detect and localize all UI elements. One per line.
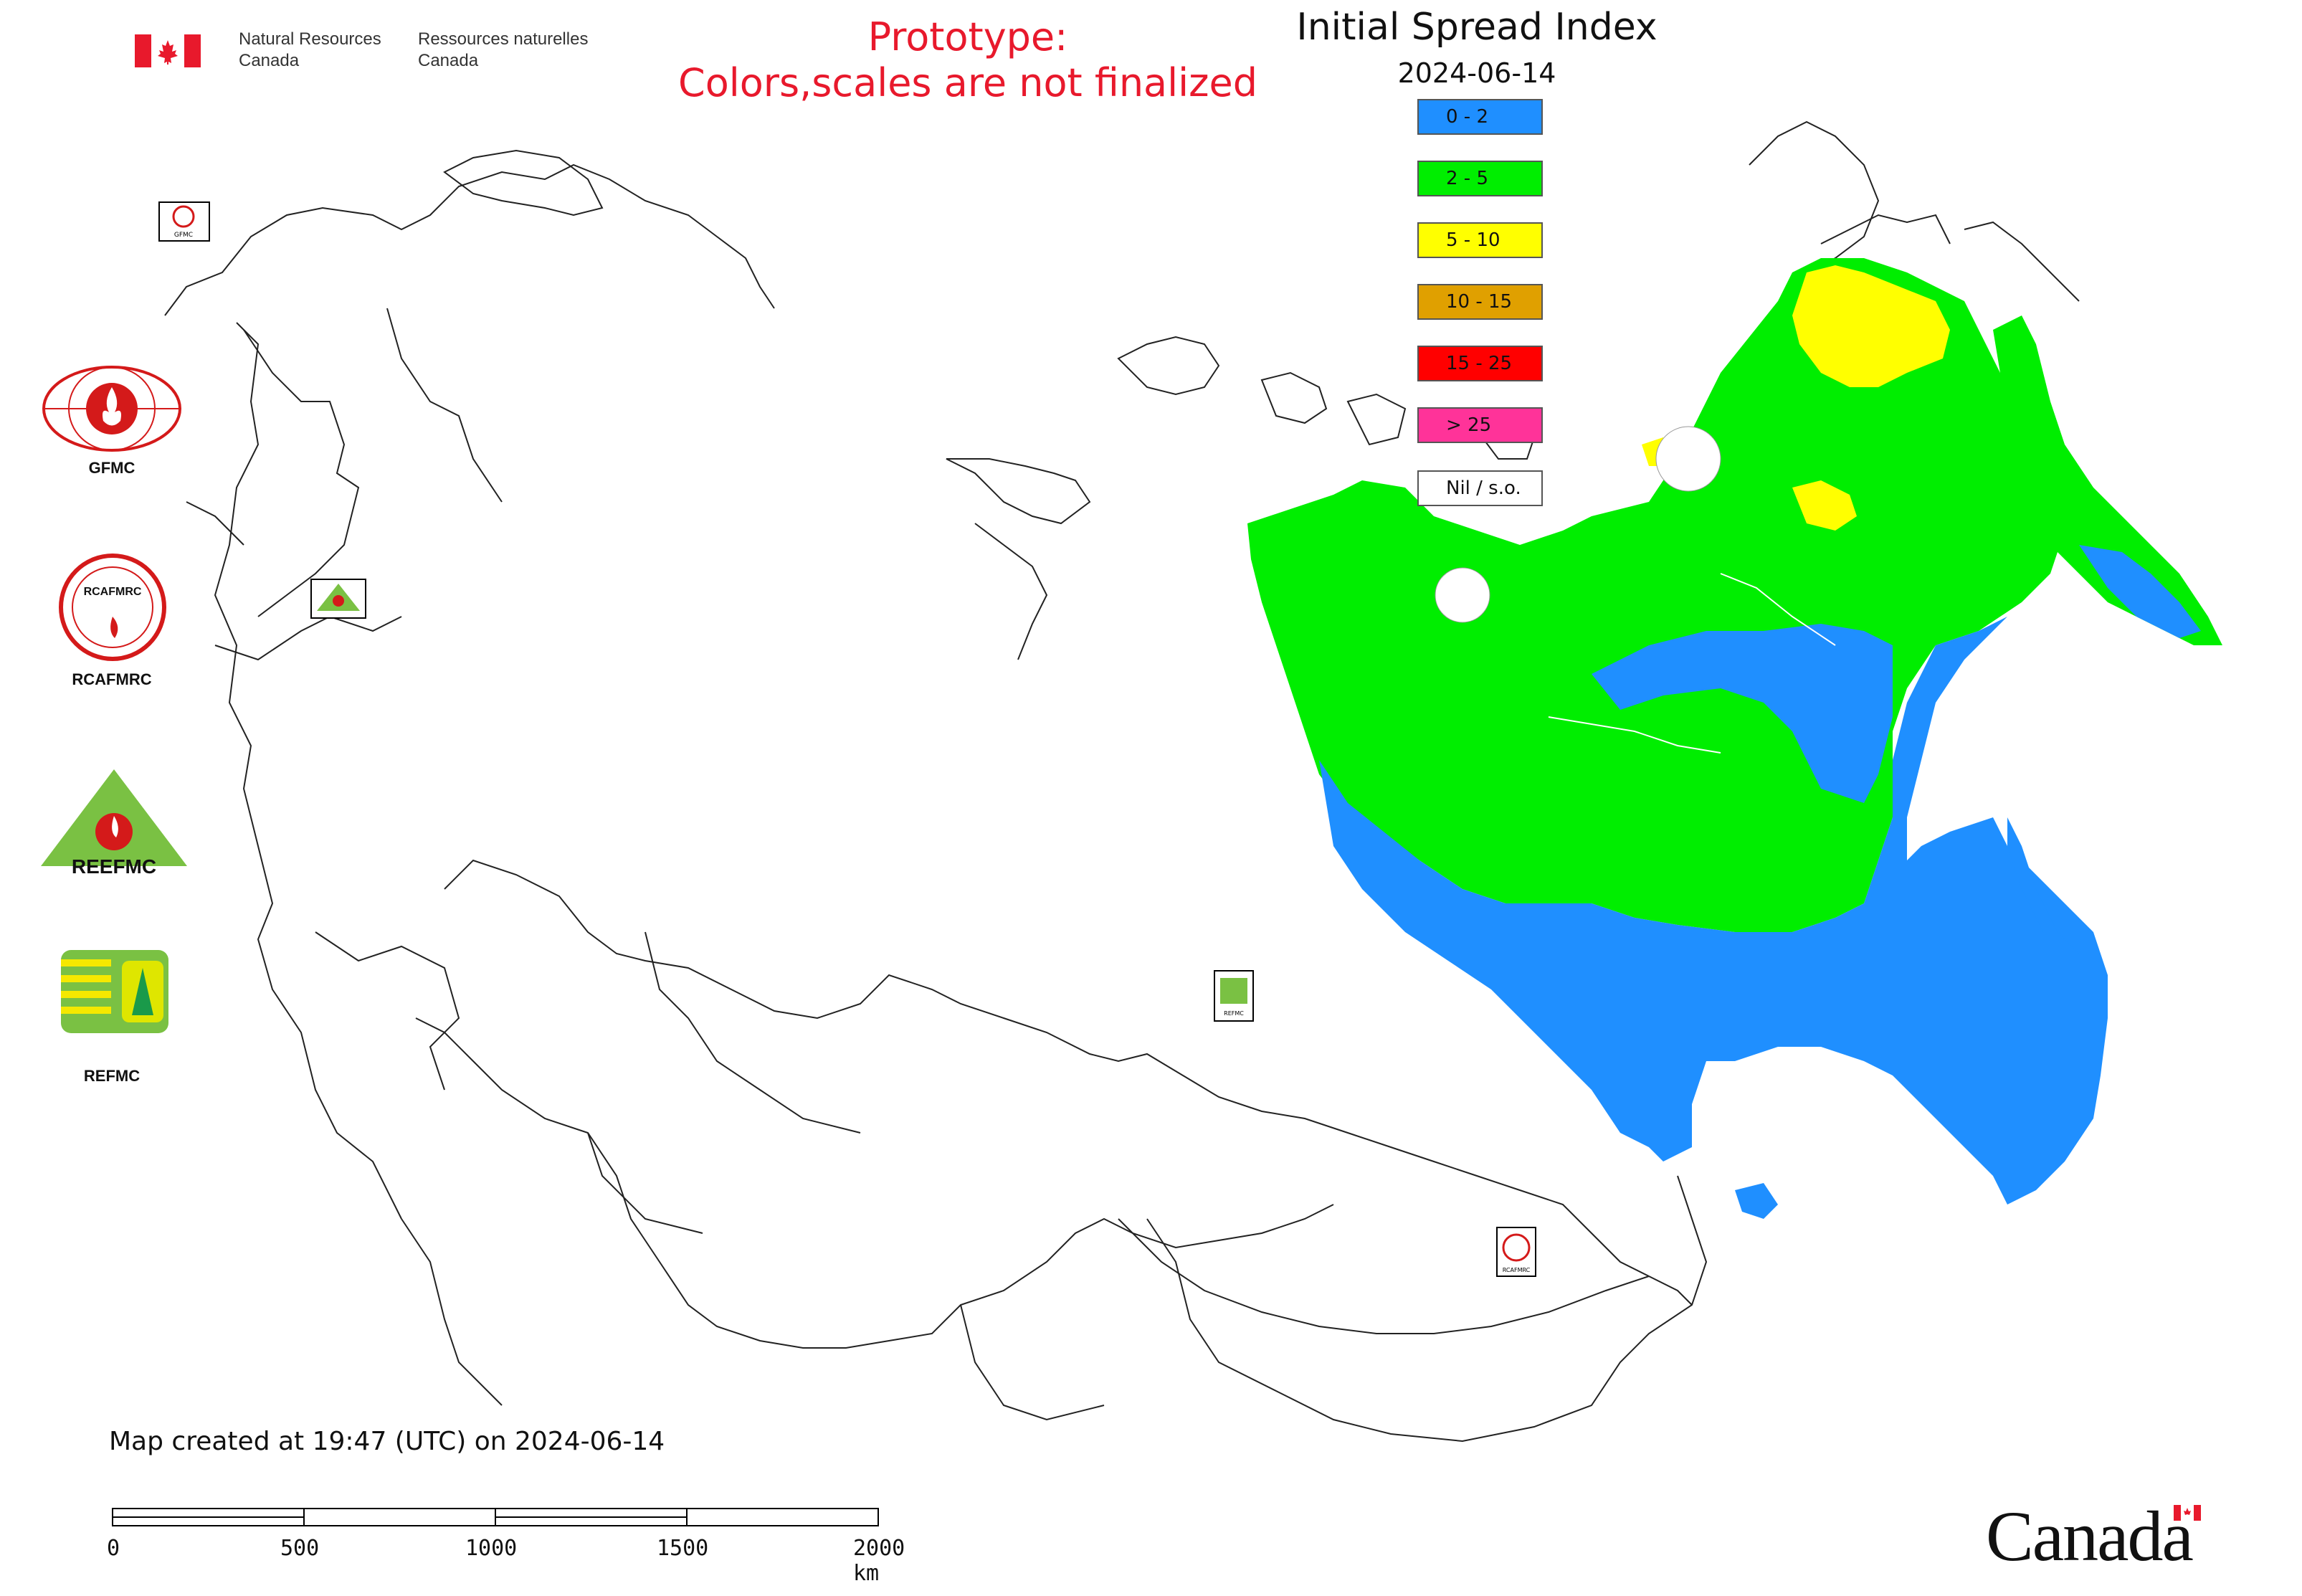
legend-item-nil: Nil / s.o. (1417, 470, 1543, 506)
arctic-islands (946, 120, 2080, 660)
legend-item-gt-25: > 25 (1417, 407, 1543, 443)
reefmc-text: REEFMC (72, 855, 156, 878)
scale-label-1500: 1500 (657, 1536, 709, 1561)
scale-label-500: 500 (280, 1536, 320, 1561)
region-yellow-1 (1792, 265, 1950, 387)
legend-title: Initial Spread Index (1296, 6, 1657, 49)
map-logo-rcafmrc: RCAFMRC (1496, 1227, 1536, 1277)
region-kamchatka (1993, 315, 2222, 645)
refmc-label: REFMC (83, 1067, 141, 1085)
dept-fr-line1: Ressources naturelles (418, 29, 589, 49)
rcafmrc-label: RCAFMRC (72, 670, 152, 688)
region-kamchatka-blue (2079, 545, 2201, 638)
map-logo-gfmc-label: GFMC (174, 232, 193, 239)
canada-wordmark: Canada (1986, 1495, 2201, 1577)
nil-hole-2 (1655, 426, 1721, 492)
canada-flag-icon (135, 34, 201, 67)
region-sakhalin (2007, 817, 2079, 961)
isi-fill (1247, 258, 2222, 1219)
refmc-logo (61, 950, 168, 1033)
map-logo-rcafmrc-label: RCAFMRC (1503, 1267, 1531, 1273)
svg-text:RCAFMRC: RCAFMRC (84, 586, 142, 598)
region-hokkaido (1735, 1183, 1778, 1219)
gfmc-label: GFMC (88, 459, 135, 477)
dept-en-line1: Natural Resources (239, 29, 381, 49)
legend-item-2-5: 2 - 5 (1417, 161, 1543, 196)
region-blue (1319, 617, 2108, 1205)
region-yellow-2 (1792, 480, 1857, 531)
map-logo-reefmc (310, 579, 366, 619)
legend-item-0-2: 0 - 2 (1417, 99, 1543, 135)
scale-bar: 0 500 1000 1500 2000 km (107, 1506, 905, 1586)
dept-en-line2: Canada (239, 51, 300, 70)
nil-hole-1 (1435, 567, 1490, 623)
scale-bar-graphic (112, 1508, 879, 1526)
country-borders (164, 149, 1708, 1443)
map-logo-refmc-label: REFMC (1224, 1010, 1244, 1017)
map-logo-refmc: REFMC (1214, 970, 1254, 1022)
reefmc-logo: REEFMC (41, 769, 187, 878)
prototype-notice: Prototype: Colors,scales are not finaliz… (645, 14, 1290, 106)
scale-label-2000km: 2000 km (853, 1536, 905, 1586)
nrcan-signature: Natural Resources Canada Ressources natu… (135, 27, 608, 77)
legend-item-5-10: 5 - 10 (1417, 222, 1543, 258)
prototype-line2: Colors,scales are not finalized (678, 60, 1257, 105)
dept-fr-line2: Canada (418, 51, 479, 70)
legend-item-15-25: 15 - 25 (1417, 346, 1543, 381)
prototype-line1: Prototype: (867, 14, 1068, 60)
gfmc-logo (42, 366, 181, 452)
region-blue-mid (1592, 624, 1893, 803)
wordmark-flag-icon (2174, 1505, 2201, 1521)
map-created-text: Map created at 19:47 (UTC) on 2024-06-14 (109, 1427, 665, 1456)
scale-label-0: 0 (107, 1536, 120, 1561)
scale-label-1000: 1000 (465, 1536, 518, 1561)
legend-item-10-15: 10 - 15 (1417, 284, 1543, 320)
legend-date: 2024-06-14 (1397, 57, 1556, 89)
rcafmrc-logo: RCAFMRC (59, 554, 166, 661)
map-logo-gfmc: GFMC (158, 201, 210, 242)
canada-wordmark-text: Canada (1986, 1496, 2194, 1576)
